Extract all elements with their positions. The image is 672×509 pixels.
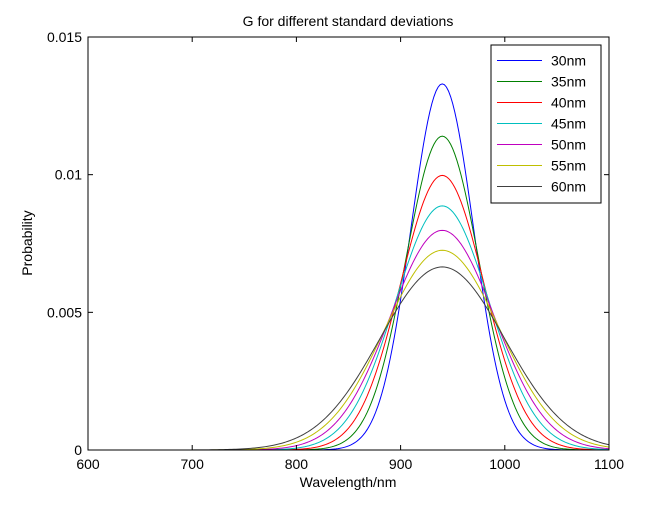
legend-label: 45nm bbox=[551, 116, 586, 132]
legend: 30nm 35nm 40nm 45nm 50nm 55nm 60nm bbox=[490, 44, 602, 204]
y-tick-label: 0 bbox=[74, 442, 82, 458]
x-tick-label: 700 bbox=[181, 456, 205, 472]
legend-label: 30nm bbox=[551, 53, 586, 69]
x-axis-label: Wavelength/nm bbox=[300, 474, 397, 490]
y-tick-label: 0.015 bbox=[47, 29, 82, 45]
series-line-60nm bbox=[88, 266, 610, 451]
legend-label: 60nm bbox=[551, 179, 586, 195]
legend-label: 40nm bbox=[551, 95, 586, 111]
legend-label: 55nm bbox=[551, 158, 586, 174]
y-tick-label: 0.005 bbox=[47, 304, 82, 320]
legend-label: 35nm bbox=[551, 74, 586, 90]
series-line-45nm bbox=[88, 205, 610, 451]
x-tick-label: 600 bbox=[76, 456, 100, 472]
y-axis-label: Probability bbox=[19, 210, 35, 275]
x-tick-label: 1100 bbox=[594, 456, 624, 472]
series-line-55nm bbox=[88, 249, 610, 451]
legend-box bbox=[490, 44, 602, 204]
x-tick-label: 800 bbox=[285, 456, 309, 472]
x-tick-label: 1000 bbox=[489, 456, 520, 472]
x-tick-label: 900 bbox=[389, 456, 413, 472]
y-tick-label: 0.01 bbox=[55, 167, 82, 183]
plot-area-frame bbox=[87, 36, 610, 451]
chart-title: G for different standard deviations bbox=[243, 13, 454, 29]
legend-label: 50nm bbox=[551, 137, 586, 153]
axis-ticks: 600 700 800 900 1000 1100 0 0.005 0.01 0.015 bbox=[47, 29, 624, 472]
